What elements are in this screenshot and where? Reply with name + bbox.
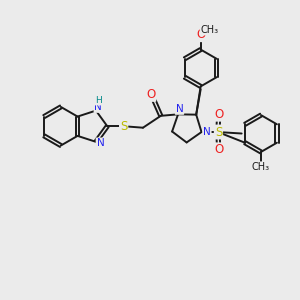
Text: N: N	[97, 138, 104, 148]
Text: O: O	[196, 28, 205, 41]
Text: N: N	[176, 104, 183, 114]
Text: S: S	[120, 120, 127, 133]
Text: H: H	[95, 96, 102, 105]
Text: CH₃: CH₃	[200, 25, 219, 34]
Text: O: O	[214, 143, 224, 156]
Text: CH₃: CH₃	[252, 162, 270, 172]
Text: S: S	[215, 125, 222, 139]
Text: N: N	[203, 127, 211, 137]
Text: N: N	[94, 102, 102, 112]
Text: O: O	[214, 108, 224, 121]
Text: O: O	[146, 88, 155, 101]
